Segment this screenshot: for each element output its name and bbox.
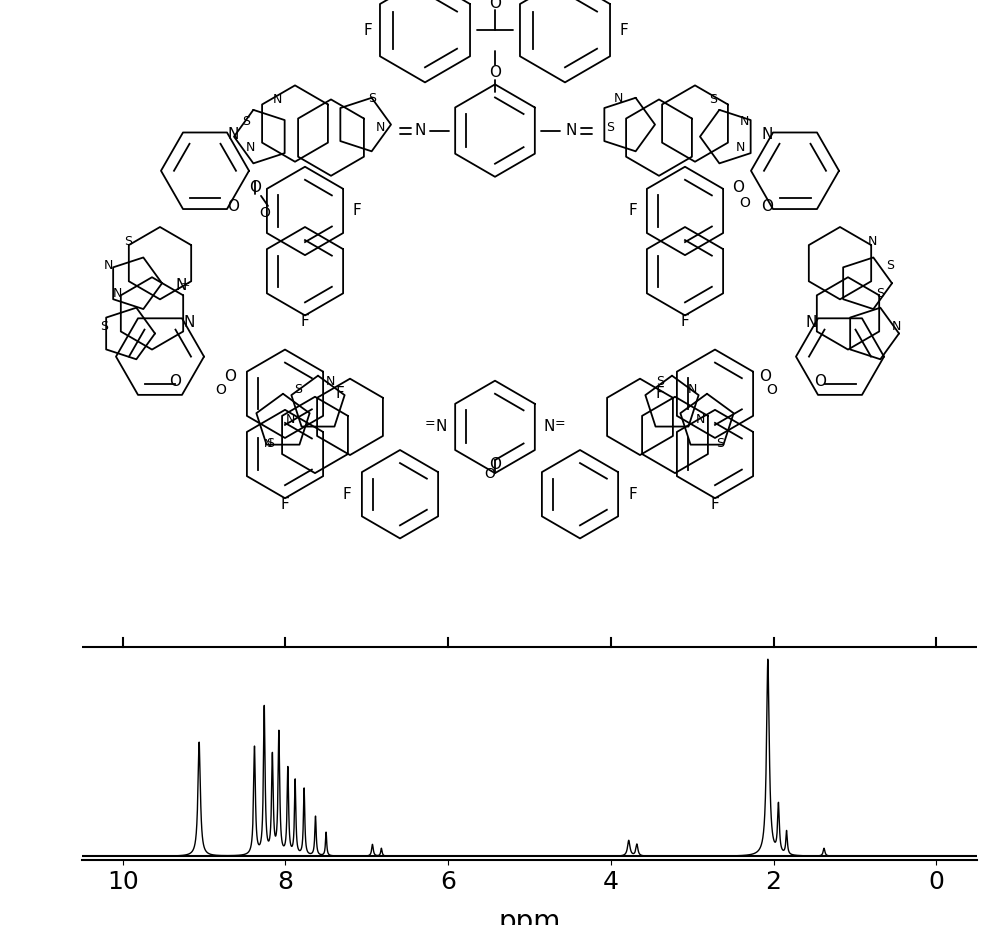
Text: O: O: [216, 383, 226, 397]
Text: S: S: [886, 259, 894, 272]
Text: F: F: [620, 22, 628, 38]
Text: N: N: [735, 142, 745, 154]
Text: S: S: [876, 287, 884, 300]
Text: F: F: [681, 314, 689, 329]
Text: =: =: [555, 417, 565, 430]
Text: F: F: [656, 387, 664, 401]
Text: S: S: [656, 376, 664, 388]
Text: O: O: [489, 457, 501, 472]
Text: N: N: [695, 413, 705, 426]
Text: N: N: [543, 419, 555, 435]
Text: N: N: [264, 439, 272, 449]
Text: F: F: [353, 204, 361, 218]
Text: F: F: [343, 487, 351, 501]
Text: N: N: [245, 142, 255, 154]
Text: S: S: [100, 320, 108, 333]
Text: N: N: [325, 376, 335, 388]
Text: S: S: [294, 383, 302, 396]
Text: S: S: [368, 92, 376, 105]
Text: F: F: [336, 387, 344, 401]
Text: O: O: [169, 375, 181, 389]
Text: F: F: [629, 204, 637, 218]
Text: N: N: [435, 419, 447, 435]
Text: O: O: [227, 200, 239, 215]
Text: N: N: [175, 278, 187, 293]
Text: F: F: [301, 314, 309, 329]
Text: O: O: [814, 375, 826, 389]
Text: F: F: [629, 487, 637, 501]
Text: =: =: [425, 417, 435, 430]
Text: N: N: [375, 121, 385, 134]
Text: N: N: [739, 115, 749, 128]
Text: O: O: [249, 180, 261, 195]
Text: N: N: [687, 383, 697, 396]
Text: S: S: [266, 438, 274, 450]
Text: O: O: [224, 369, 236, 384]
Text: N: N: [112, 287, 122, 300]
Text: F: F: [711, 497, 719, 512]
Text: S: S: [242, 115, 250, 128]
Text: N: N: [867, 235, 877, 248]
Text: N: N: [272, 92, 282, 106]
Text: N: N: [183, 314, 195, 330]
Text: O: O: [485, 467, 495, 481]
Text: =: =: [181, 280, 190, 290]
Text: N: N: [227, 127, 239, 142]
Text: N: N: [891, 320, 901, 333]
Text: O: O: [761, 200, 773, 215]
Text: O: O: [740, 196, 750, 210]
Text: S: S: [716, 438, 724, 450]
Text: O: O: [489, 65, 501, 80]
Text: S: S: [606, 121, 614, 134]
Text: F: F: [364, 22, 372, 38]
Text: F: F: [281, 497, 289, 512]
Text: N: N: [414, 123, 426, 138]
Text: S: S: [124, 235, 132, 248]
X-axis label: ppm: ppm: [498, 907, 561, 925]
Text: N: N: [805, 314, 817, 330]
Text: O: O: [732, 180, 744, 195]
Text: N: N: [565, 123, 577, 138]
Text: O: O: [489, 0, 501, 10]
Text: N: N: [103, 259, 113, 272]
Text: O: O: [759, 369, 771, 384]
Text: N: N: [613, 92, 623, 105]
Text: N: N: [285, 413, 295, 426]
Text: N: N: [761, 127, 773, 142]
Text: O: O: [260, 206, 270, 220]
Text: S: S: [709, 92, 717, 106]
Text: O: O: [767, 383, 777, 397]
